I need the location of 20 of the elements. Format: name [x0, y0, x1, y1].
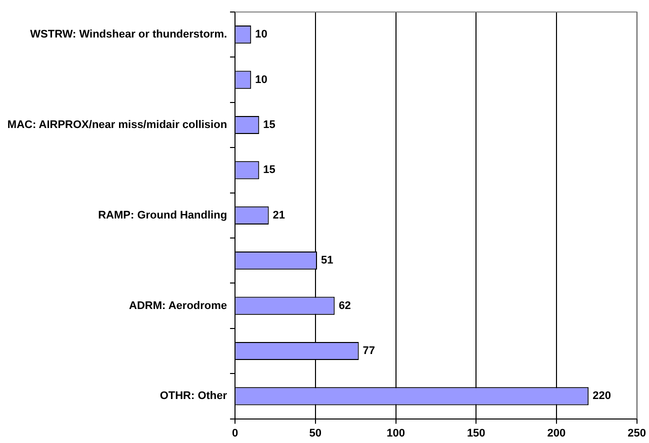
- x-tick-label: 0: [232, 427, 238, 440]
- data-label: 21: [272, 209, 286, 222]
- y-tick-label: WSTRW: Windshear or thunderstorm.: [30, 28, 228, 41]
- data-label: 15: [263, 119, 276, 132]
- data-label: 77: [362, 345, 376, 358]
- data-label: 15: [263, 164, 276, 176]
- data-label: 51: [321, 254, 334, 267]
- x-tick-label: 50: [309, 427, 322, 440]
- x-tick-label: 150: [466, 427, 486, 440]
- x-tick-label: 250: [628, 427, 646, 440]
- data-label: 10: [255, 28, 268, 41]
- y-tick-label: ADRM: Aerodrome: [129, 300, 228, 312]
- y-tick-label: OTHR: Other: [160, 390, 228, 402]
- y-tick-label: RAMP: Ground Handling: [98, 209, 228, 222]
- data-label: 220: [592, 390, 611, 402]
- data-label: 10: [255, 74, 268, 86]
- y-tick-label: MAC: AIRPROX/near miss/midair collision: [7, 119, 228, 132]
- data-label: 62: [338, 300, 351, 312]
- x-tick-label: 100: [386, 427, 405, 440]
- x-tick-label: 200: [547, 427, 566, 440]
